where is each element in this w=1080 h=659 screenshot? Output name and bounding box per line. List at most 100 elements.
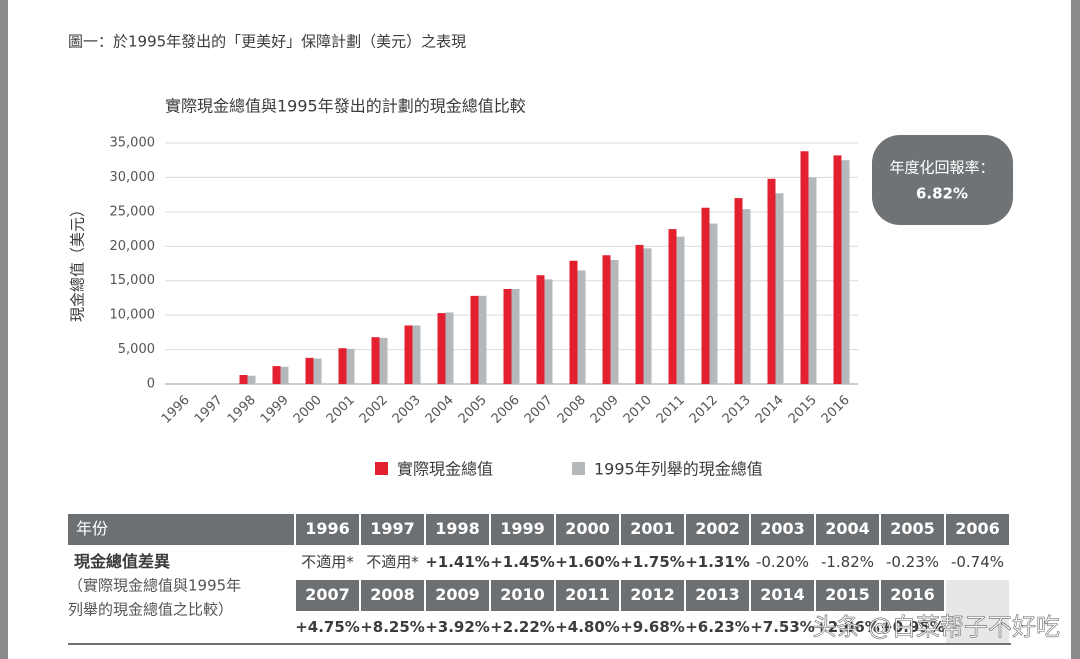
value: 不適用* xyxy=(301,553,354,571)
bar xyxy=(635,244,644,384)
year-cell xyxy=(296,514,359,545)
bar xyxy=(272,366,281,384)
figure-title: 圖一：於1995年發出的「更美好」保障計劃（美元）之表現 xyxy=(68,33,466,51)
bar xyxy=(602,255,611,384)
year-cell xyxy=(556,514,619,545)
bar xyxy=(503,288,512,384)
x-tick-label: 2005 xyxy=(456,393,490,427)
value: +6.23% xyxy=(685,618,750,636)
bar xyxy=(247,375,256,384)
year-cell xyxy=(491,514,554,545)
row-note: （實際現金總值與1995年 xyxy=(68,577,241,595)
year: 2005 xyxy=(890,519,935,538)
year: 2016 xyxy=(890,585,935,604)
value: +4.80% xyxy=(555,618,620,636)
row-label: 現金總值差異 xyxy=(74,552,170,571)
bar xyxy=(767,178,776,384)
bar xyxy=(841,160,850,384)
year: 2015 xyxy=(825,585,870,604)
year-cell xyxy=(361,514,424,545)
bar xyxy=(536,275,545,384)
value: +7.53% xyxy=(750,618,815,636)
x-tick-label: 2007 xyxy=(522,393,556,427)
value: +2.22% xyxy=(490,618,555,636)
year-cell xyxy=(881,580,944,611)
x-tick-label: 2012 xyxy=(687,393,721,427)
table-header: 年份 xyxy=(76,519,108,538)
bar xyxy=(544,279,553,384)
legend-swatch xyxy=(572,462,585,475)
bar xyxy=(478,295,487,384)
x-tick-label: 2002 xyxy=(357,393,391,427)
value: +0.95% xyxy=(880,618,945,636)
year: 1997 xyxy=(370,519,415,538)
value: +4.75% xyxy=(295,618,360,636)
empty-cell xyxy=(946,580,1009,643)
year: 1996 xyxy=(305,519,350,538)
y-tick-label: 0 xyxy=(147,377,155,392)
bar xyxy=(800,151,809,384)
y-tick-label: 15,000 xyxy=(110,273,156,288)
x-tick-label: 2014 xyxy=(753,393,787,427)
bar xyxy=(742,209,751,384)
bar xyxy=(569,260,578,384)
annotation-box xyxy=(872,135,1013,225)
bar xyxy=(676,236,685,384)
year-cell xyxy=(946,514,1009,545)
value: +9.68% xyxy=(620,618,685,636)
year-cell xyxy=(686,580,749,611)
y-tick-label: 35,000 xyxy=(110,136,156,151)
x-tick-label: 2004 xyxy=(423,393,457,427)
bar xyxy=(305,357,314,384)
year-cell xyxy=(816,580,879,611)
table-header-cell xyxy=(68,514,294,545)
page-edge xyxy=(1071,0,1080,659)
bar xyxy=(668,229,677,384)
bar xyxy=(470,295,479,384)
bar xyxy=(371,337,380,384)
bar xyxy=(437,313,446,384)
value: +1.45% xyxy=(490,553,555,571)
chart-title: 實際現金總值與1995年發出的計劃的現金總值比較 xyxy=(165,97,526,116)
year: 2010 xyxy=(500,585,545,604)
year: 2001 xyxy=(630,519,675,538)
bar xyxy=(338,348,347,384)
value: +1.75% xyxy=(620,553,685,571)
x-tick-label: 2006 xyxy=(489,393,523,427)
value: -0.20% xyxy=(756,553,809,571)
year: 2014 xyxy=(760,585,805,604)
row-note: 列舉的現金總值之比較） xyxy=(68,601,233,619)
year: 1998 xyxy=(435,519,480,538)
year-cell xyxy=(556,580,619,611)
bar xyxy=(709,223,718,384)
value: +1.31% xyxy=(685,553,750,571)
year: 2004 xyxy=(825,519,870,538)
x-tick-label: 1999 xyxy=(258,393,292,427)
x-tick-label: 2003 xyxy=(390,393,424,427)
bar xyxy=(701,207,710,384)
x-tick-label: 2000 xyxy=(291,393,325,427)
y-tick-label: 25,000 xyxy=(110,204,156,219)
year: 2011 xyxy=(565,585,610,604)
value: +3.92% xyxy=(425,618,490,636)
y-tick-label: 20,000 xyxy=(110,239,156,254)
bar xyxy=(833,155,842,384)
year-cell xyxy=(621,580,684,611)
year-cell xyxy=(621,514,684,545)
bar xyxy=(412,325,421,384)
y-tick-label: 30,000 xyxy=(110,170,156,185)
value: +1.41% xyxy=(425,553,490,571)
value: +1.60% xyxy=(555,553,620,571)
year-cell xyxy=(426,580,489,611)
year: 2007 xyxy=(305,585,350,604)
year-cell xyxy=(296,580,359,611)
x-tick-label: 2001 xyxy=(324,393,358,427)
x-tick-label: 2009 xyxy=(588,393,622,427)
year-cell xyxy=(816,514,879,545)
bar xyxy=(346,348,355,384)
x-tick-label: 1996 xyxy=(159,393,193,427)
value: +2.06% xyxy=(815,618,880,636)
year-cell xyxy=(751,514,814,545)
year-cell xyxy=(881,514,944,545)
